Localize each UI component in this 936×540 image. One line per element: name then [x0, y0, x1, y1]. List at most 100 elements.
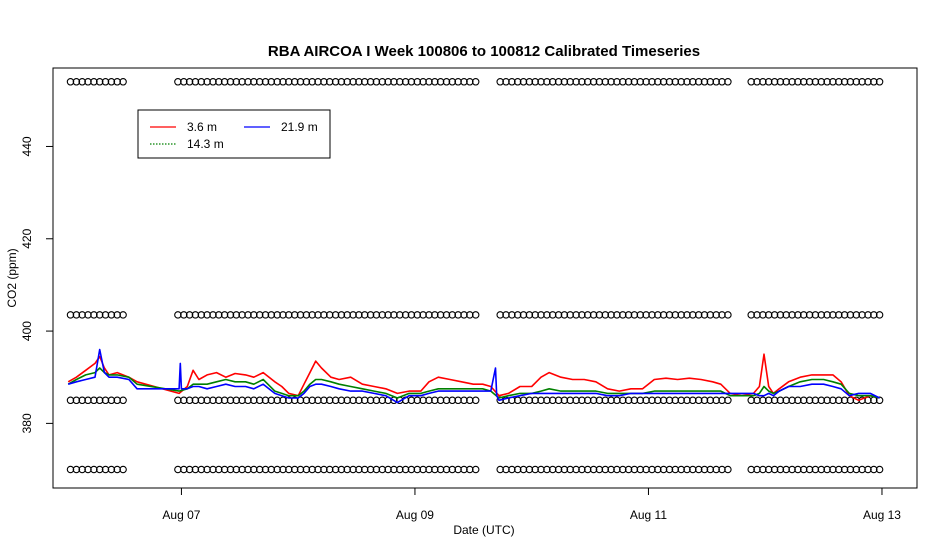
calibration-point: [619, 465, 627, 474]
calibration-point: [724, 78, 732, 86]
calibration-point: [654, 396, 662, 405]
calibration-point: [770, 396, 779, 405]
calibration-point: [180, 78, 188, 86]
calibration-point: [290, 78, 299, 86]
calibration-point: [384, 465, 392, 474]
calibration-point: [578, 78, 586, 86]
calibration-point: [817, 78, 826, 86]
calibration-point: [864, 78, 872, 86]
calibration-point: [396, 78, 404, 86]
calibration-point: [525, 465, 534, 474]
calibration-point: [747, 396, 755, 405]
calibration-point: [413, 465, 422, 474]
calibration-point: [244, 311, 252, 319]
calibration-point: [180, 311, 188, 319]
calibration-point: [607, 396, 615, 405]
calibration-point: [531, 396, 539, 405]
calibration-point: [525, 311, 534, 319]
calibration-point: [185, 396, 194, 405]
calibration-point: [835, 396, 843, 405]
calibration-point: [378, 396, 387, 405]
calibration-point: [279, 465, 287, 474]
calibration-point: [279, 78, 287, 86]
calibration-point: [232, 396, 241, 405]
calibration-point: [823, 396, 831, 405]
calibration-point: [759, 465, 767, 474]
calibration-point: [78, 465, 86, 474]
calibration-point: [215, 465, 223, 474]
calibration-point: [180, 465, 188, 474]
calibration-point: [712, 465, 720, 474]
calibration-point: [95, 396, 104, 405]
calibration-point: [119, 311, 127, 319]
calibration-point: [337, 78, 346, 86]
calibration-point: [560, 396, 569, 405]
calibration-point: [624, 311, 633, 319]
calibration-point: [331, 396, 340, 405]
calibration-point: [578, 396, 586, 405]
calibration-point: [471, 311, 480, 319]
calibration-point: [636, 465, 645, 474]
calibration-point: [852, 465, 861, 474]
calibration-point: [724, 465, 732, 474]
calibration-point: [531, 78, 539, 86]
calibration-point: [572, 78, 580, 86]
calibration-point: [226, 396, 235, 405]
calibration-point: [788, 311, 796, 319]
calibration-point: [875, 396, 884, 405]
calibration-point: [320, 78, 328, 86]
calibration-point: [448, 465, 457, 474]
calibration-point: [624, 396, 633, 405]
calibration-point: [654, 311, 662, 319]
calibration-point: [378, 311, 387, 319]
calibration-point: [636, 78, 645, 86]
calibration-point: [835, 465, 843, 474]
calibration-point: [337, 396, 346, 405]
calibration-point: [366, 311, 375, 319]
calibration-point: [694, 78, 703, 86]
calibration-point: [805, 465, 814, 474]
calibration-points: [66, 78, 884, 474]
calibration-point: [700, 396, 709, 405]
calibration-point: [513, 465, 522, 474]
series-line-3-6-m: [67, 353, 880, 402]
calibration-point: [226, 311, 235, 319]
calibration-point: [413, 311, 422, 319]
calibration-point: [648, 78, 656, 86]
calibration-point: [226, 465, 235, 474]
calibration-point: [747, 465, 755, 474]
calibration-point: [366, 396, 375, 405]
calibration-point: [255, 465, 264, 474]
calibration-point: [448, 396, 457, 405]
calibration-point: [215, 78, 223, 86]
calibration-point: [302, 396, 311, 405]
calibration-point: [244, 465, 252, 474]
calibration-point: [384, 311, 392, 319]
calibration-point: [788, 396, 796, 405]
calibration-point: [290, 311, 299, 319]
calibration-point: [601, 396, 610, 405]
calibration-point: [442, 78, 451, 86]
calibration-point: [654, 78, 662, 86]
calibration-point: [683, 465, 691, 474]
calibration-point: [513, 78, 522, 86]
series-line-14-3-m: [67, 367, 880, 399]
y-tick-label: 440: [20, 136, 34, 156]
calibration-point: [119, 465, 127, 474]
calibration-point: [185, 78, 194, 86]
calibration-point: [355, 465, 363, 474]
x-tick-label: Aug 09: [396, 508, 434, 522]
calibration-point: [817, 311, 826, 319]
calibration-point: [90, 465, 98, 474]
calibration-point: [209, 465, 217, 474]
calibration-point: [471, 396, 480, 405]
calibration-point: [508, 78, 516, 86]
calibration-point: [337, 465, 346, 474]
calibration-point: [396, 311, 404, 319]
calibration-point: [776, 396, 785, 405]
calibration-point: [279, 311, 287, 319]
calibration-point: [677, 78, 685, 86]
calibration-point: [244, 396, 252, 405]
calibration-point: [331, 465, 340, 474]
calibration-point: [185, 311, 194, 319]
